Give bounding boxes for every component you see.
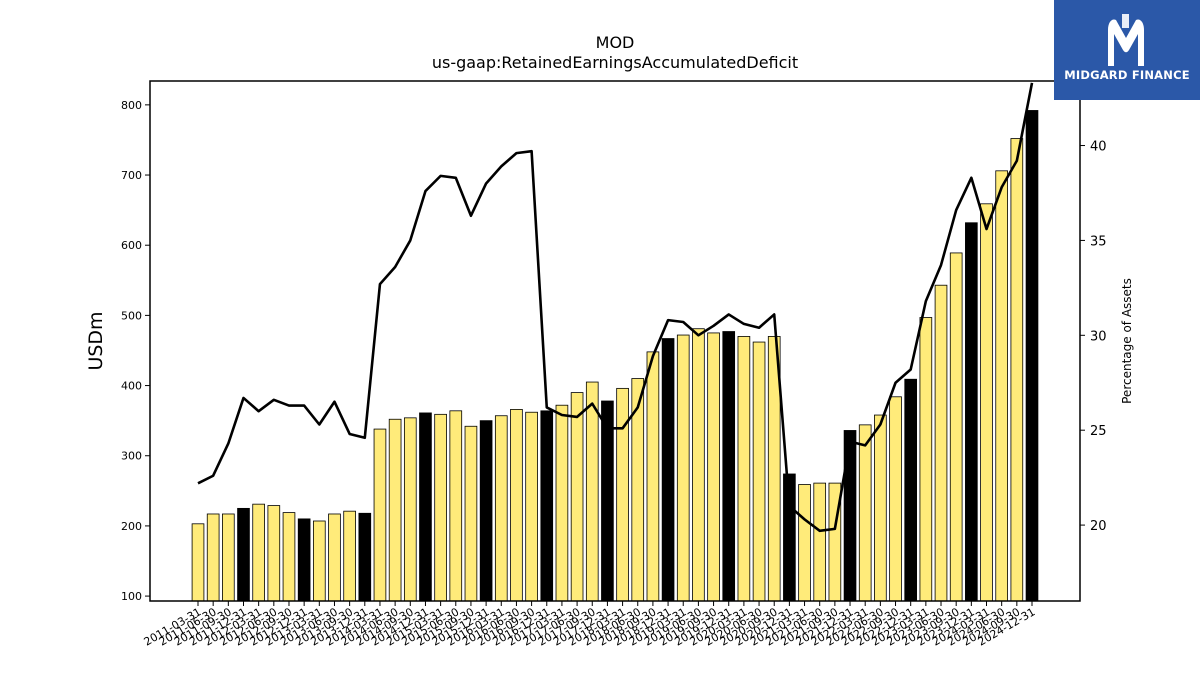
bar-2017-12-31 <box>601 400 614 602</box>
y-tick-left-label: 600 <box>121 239 142 252</box>
bar-2014-03-31 <box>373 428 387 602</box>
bar-2016-09-30 <box>525 411 538 602</box>
bar-2013-06-30 <box>328 513 341 602</box>
bar-2023-06-30 <box>934 284 948 602</box>
bar-2011-12-31 <box>237 507 250 602</box>
bar-2020-06-30 <box>752 341 766 602</box>
bar-2024-06-30 <box>995 170 1008 602</box>
y-tick-left-label: 300 <box>121 450 142 463</box>
bar-2022-06-30 <box>874 414 887 602</box>
bar-2015-03-31 <box>434 413 447 602</box>
bar-2012-09-30 <box>282 512 296 602</box>
bar-2018-09-30 <box>646 351 660 602</box>
y-tick-left-label: 700 <box>121 169 142 182</box>
y-tick-right-label: 25 <box>1090 424 1107 439</box>
bar-2024-09-30 <box>1010 138 1024 602</box>
y-tick-left-label: 200 <box>121 520 142 533</box>
bar-2012-12-31 <box>297 518 311 602</box>
bar-2019-09-30 <box>707 332 720 602</box>
bar-2012-03-31 <box>252 503 265 602</box>
bar-2015-09-30 <box>464 425 478 602</box>
y-tick-right-label: 30 <box>1090 329 1107 344</box>
bar-2016-03-31 <box>494 415 508 602</box>
bar-2023-09-30 <box>949 252 963 602</box>
bar-2016-06-30 <box>510 409 523 602</box>
bar-2013-09-30 <box>343 510 356 602</box>
y-tick-right-label: 35 <box>1090 234 1107 249</box>
plot-frame <box>149 80 1081 602</box>
bar-2013-12-31 <box>358 512 372 602</box>
bar-2016-12-31 <box>540 410 554 602</box>
midgard-m-logo-icon <box>1108 14 1144 66</box>
line-series <box>197 82 1034 533</box>
bar-2022-09-30 <box>889 396 902 602</box>
bar-2015-06-30 <box>449 410 463 602</box>
bar-2018-12-31 <box>661 338 675 602</box>
y-axis-label-right: Percentage of Assets <box>1120 278 1134 404</box>
bar-2018-03-31 <box>616 387 629 602</box>
bar-2012-06-30 <box>267 505 281 602</box>
y-axis-label-left: USDm <box>85 311 107 370</box>
bar-2014-09-30 <box>403 417 417 602</box>
bar-2021-12-31 <box>843 430 857 602</box>
y-axis-right: 20 25 30 35 40 <box>1080 140 1107 534</box>
bar-2015-12-31 <box>479 420 493 602</box>
bar-2014-06-30 <box>388 418 402 602</box>
y-axis-left: 100 200 300 400 500 600 700 800 <box>121 99 150 603</box>
y-tick-right-label: 20 <box>1090 519 1107 534</box>
y-tick-right-label: 40 <box>1090 140 1107 155</box>
bar-2019-06-30 <box>692 328 705 602</box>
bar-2019-03-31 <box>676 334 690 602</box>
bar-series <box>191 110 1039 602</box>
bar-2024-12-31 <box>1025 110 1039 602</box>
y-tick-left-label: 500 <box>121 309 142 322</box>
y-tick-left-label: 400 <box>121 380 142 393</box>
bar-2022-12-31 <box>904 378 918 602</box>
y-tick-left-label: 100 <box>121 590 142 603</box>
y-tick-left-label: 800 <box>121 99 142 112</box>
bar-2019-12-31 <box>722 331 736 602</box>
bar-2020-03-31 <box>737 336 751 602</box>
percentage-line <box>197 82 1034 533</box>
bar-2024-03-31 <box>980 203 993 602</box>
chart-subtitle: us-gaap:RetainedEarningsAccumulatedDefic… <box>432 53 798 72</box>
bar-2021-03-31 <box>798 484 811 602</box>
bar-2021-06-30 <box>813 482 827 602</box>
x-axis: 2011-03-312011-06-302011-09-302011-12-31… <box>142 601 1038 649</box>
bar-2017-03-31 <box>555 404 569 602</box>
brand-name: MIDGARD FINANCE <box>1064 68 1190 82</box>
bar-2022-03-31 <box>858 424 872 602</box>
brand-logo: MIDGARD FINANCE <box>1054 0 1200 100</box>
bar-2011-03-31 <box>191 523 205 602</box>
bar-2017-06-30 <box>570 392 584 602</box>
bar-2014-12-31 <box>419 412 432 602</box>
bar-2017-09-30 <box>585 381 599 602</box>
bar-2023-03-31 <box>919 317 933 602</box>
bar-2023-12-31 <box>965 222 978 602</box>
bar-2011-09-30 <box>222 513 235 602</box>
bar-2013-03-31 <box>312 520 326 602</box>
bar-2011-06-30 <box>206 513 220 602</box>
chart-title: MOD <box>596 33 635 52</box>
